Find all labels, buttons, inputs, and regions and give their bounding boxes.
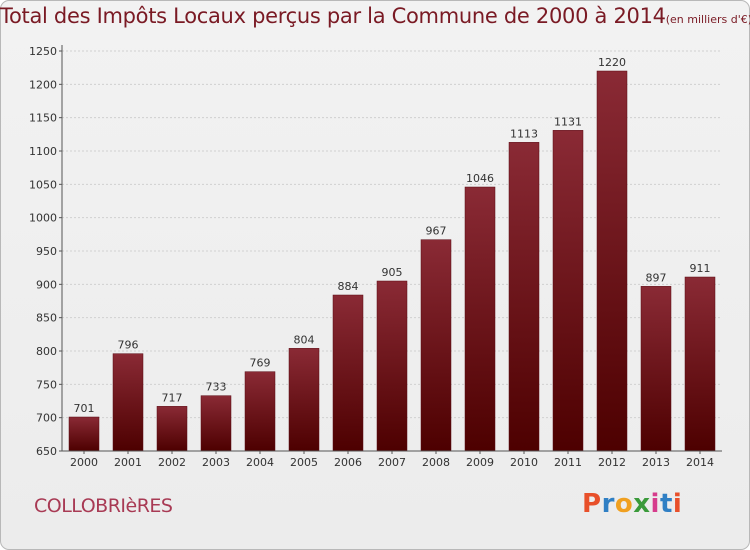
bar-2012 [596, 70, 628, 452]
bar-2013 [640, 286, 672, 452]
value-label: 1113 [510, 127, 538, 140]
y-tick-label: 1000 [29, 212, 57, 225]
bar-2003 [200, 395, 232, 452]
value-label: 897 [646, 271, 667, 284]
y-tick-label: 900 [36, 278, 57, 291]
x-tick-label: 2011 [554, 456, 582, 469]
value-label: 701 [74, 402, 95, 415]
value-label: 1220 [598, 56, 626, 69]
logo-letter: t [659, 489, 673, 519]
x-tick-label: 2006 [334, 456, 362, 469]
bar-2011 [552, 130, 584, 452]
x-tick-label: 2012 [598, 456, 626, 469]
y-tick-label: 650 [36, 445, 57, 458]
logo-letter: r [601, 489, 615, 519]
bars [68, 70, 716, 452]
axes [59, 45, 722, 454]
bar-2000 [68, 416, 100, 452]
proxiti-logo: Proxiti [582, 489, 682, 519]
title-text: Total des Impôts Locaux perçus par la Co… [0, 4, 666, 28]
bar-2002 [156, 406, 188, 452]
x-tick-label: 2009 [466, 456, 494, 469]
value-label: 733 [206, 381, 227, 394]
y-tick-label: 750 [36, 378, 57, 391]
bar-2005 [288, 348, 320, 452]
value-label: 1046 [466, 172, 494, 185]
bar-2008 [420, 239, 452, 452]
commune-name: COLLOBRIèRES [34, 495, 173, 517]
x-tick-label: 2013 [642, 456, 670, 469]
x-tick-label: 2010 [510, 456, 538, 469]
title-unit: (en milliers d'€) [665, 13, 750, 26]
y-tick-label: 1250 [29, 45, 57, 58]
y-tick-label: 1100 [29, 145, 57, 158]
y-tick-label: 700 [36, 412, 57, 425]
value-label: 884 [338, 280, 359, 293]
y-tick-label: 850 [36, 312, 57, 325]
x-tick-label: 2014 [686, 456, 714, 469]
x-tick-label: 2003 [202, 456, 230, 469]
chart-title: Total des Impôts Locaux perçus par la Co… [0, 4, 750, 28]
bar-2009 [464, 186, 496, 452]
x-tick-label: 2005 [290, 456, 318, 469]
value-label: 769 [250, 357, 271, 370]
bar-2010 [508, 142, 540, 452]
bar-2001 [112, 353, 144, 452]
y-tick-label: 1050 [29, 178, 57, 191]
bar-2007 [376, 280, 408, 452]
value-label: 905 [382, 266, 403, 279]
logo-letter: i [672, 489, 683, 519]
y-tick-label: 1150 [29, 112, 57, 125]
x-tick-label: 2008 [422, 456, 450, 469]
bar-2014 [684, 276, 716, 452]
x-tick-label: 2007 [378, 456, 406, 469]
x-tick-label: 2001 [114, 456, 142, 469]
y-tick-label: 1200 [29, 78, 57, 91]
x-tick-label: 2002 [158, 456, 186, 469]
labels: 650 700 750 800 850 900 950 1000 1050 1100 1150 120… [29, 45, 714, 469]
value-label: 796 [118, 339, 139, 352]
value-label: 1131 [554, 115, 582, 128]
bar-2004 [244, 371, 276, 452]
logo-letter: P [582, 489, 602, 519]
value-label: 804 [294, 333, 315, 346]
logo-letter: x [633, 489, 651, 519]
bar-2006 [332, 294, 364, 452]
y-tick-label: 950 [36, 245, 57, 258]
logo-letter: o [614, 489, 634, 519]
x-tick-label: 2000 [70, 456, 98, 469]
value-label: 911 [690, 262, 711, 275]
value-label: 717 [162, 391, 183, 404]
y-tick-label: 800 [36, 345, 57, 358]
value-label: 967 [426, 225, 447, 238]
logo-letter: i [650, 489, 660, 519]
x-tick-label: 2004 [246, 456, 274, 469]
